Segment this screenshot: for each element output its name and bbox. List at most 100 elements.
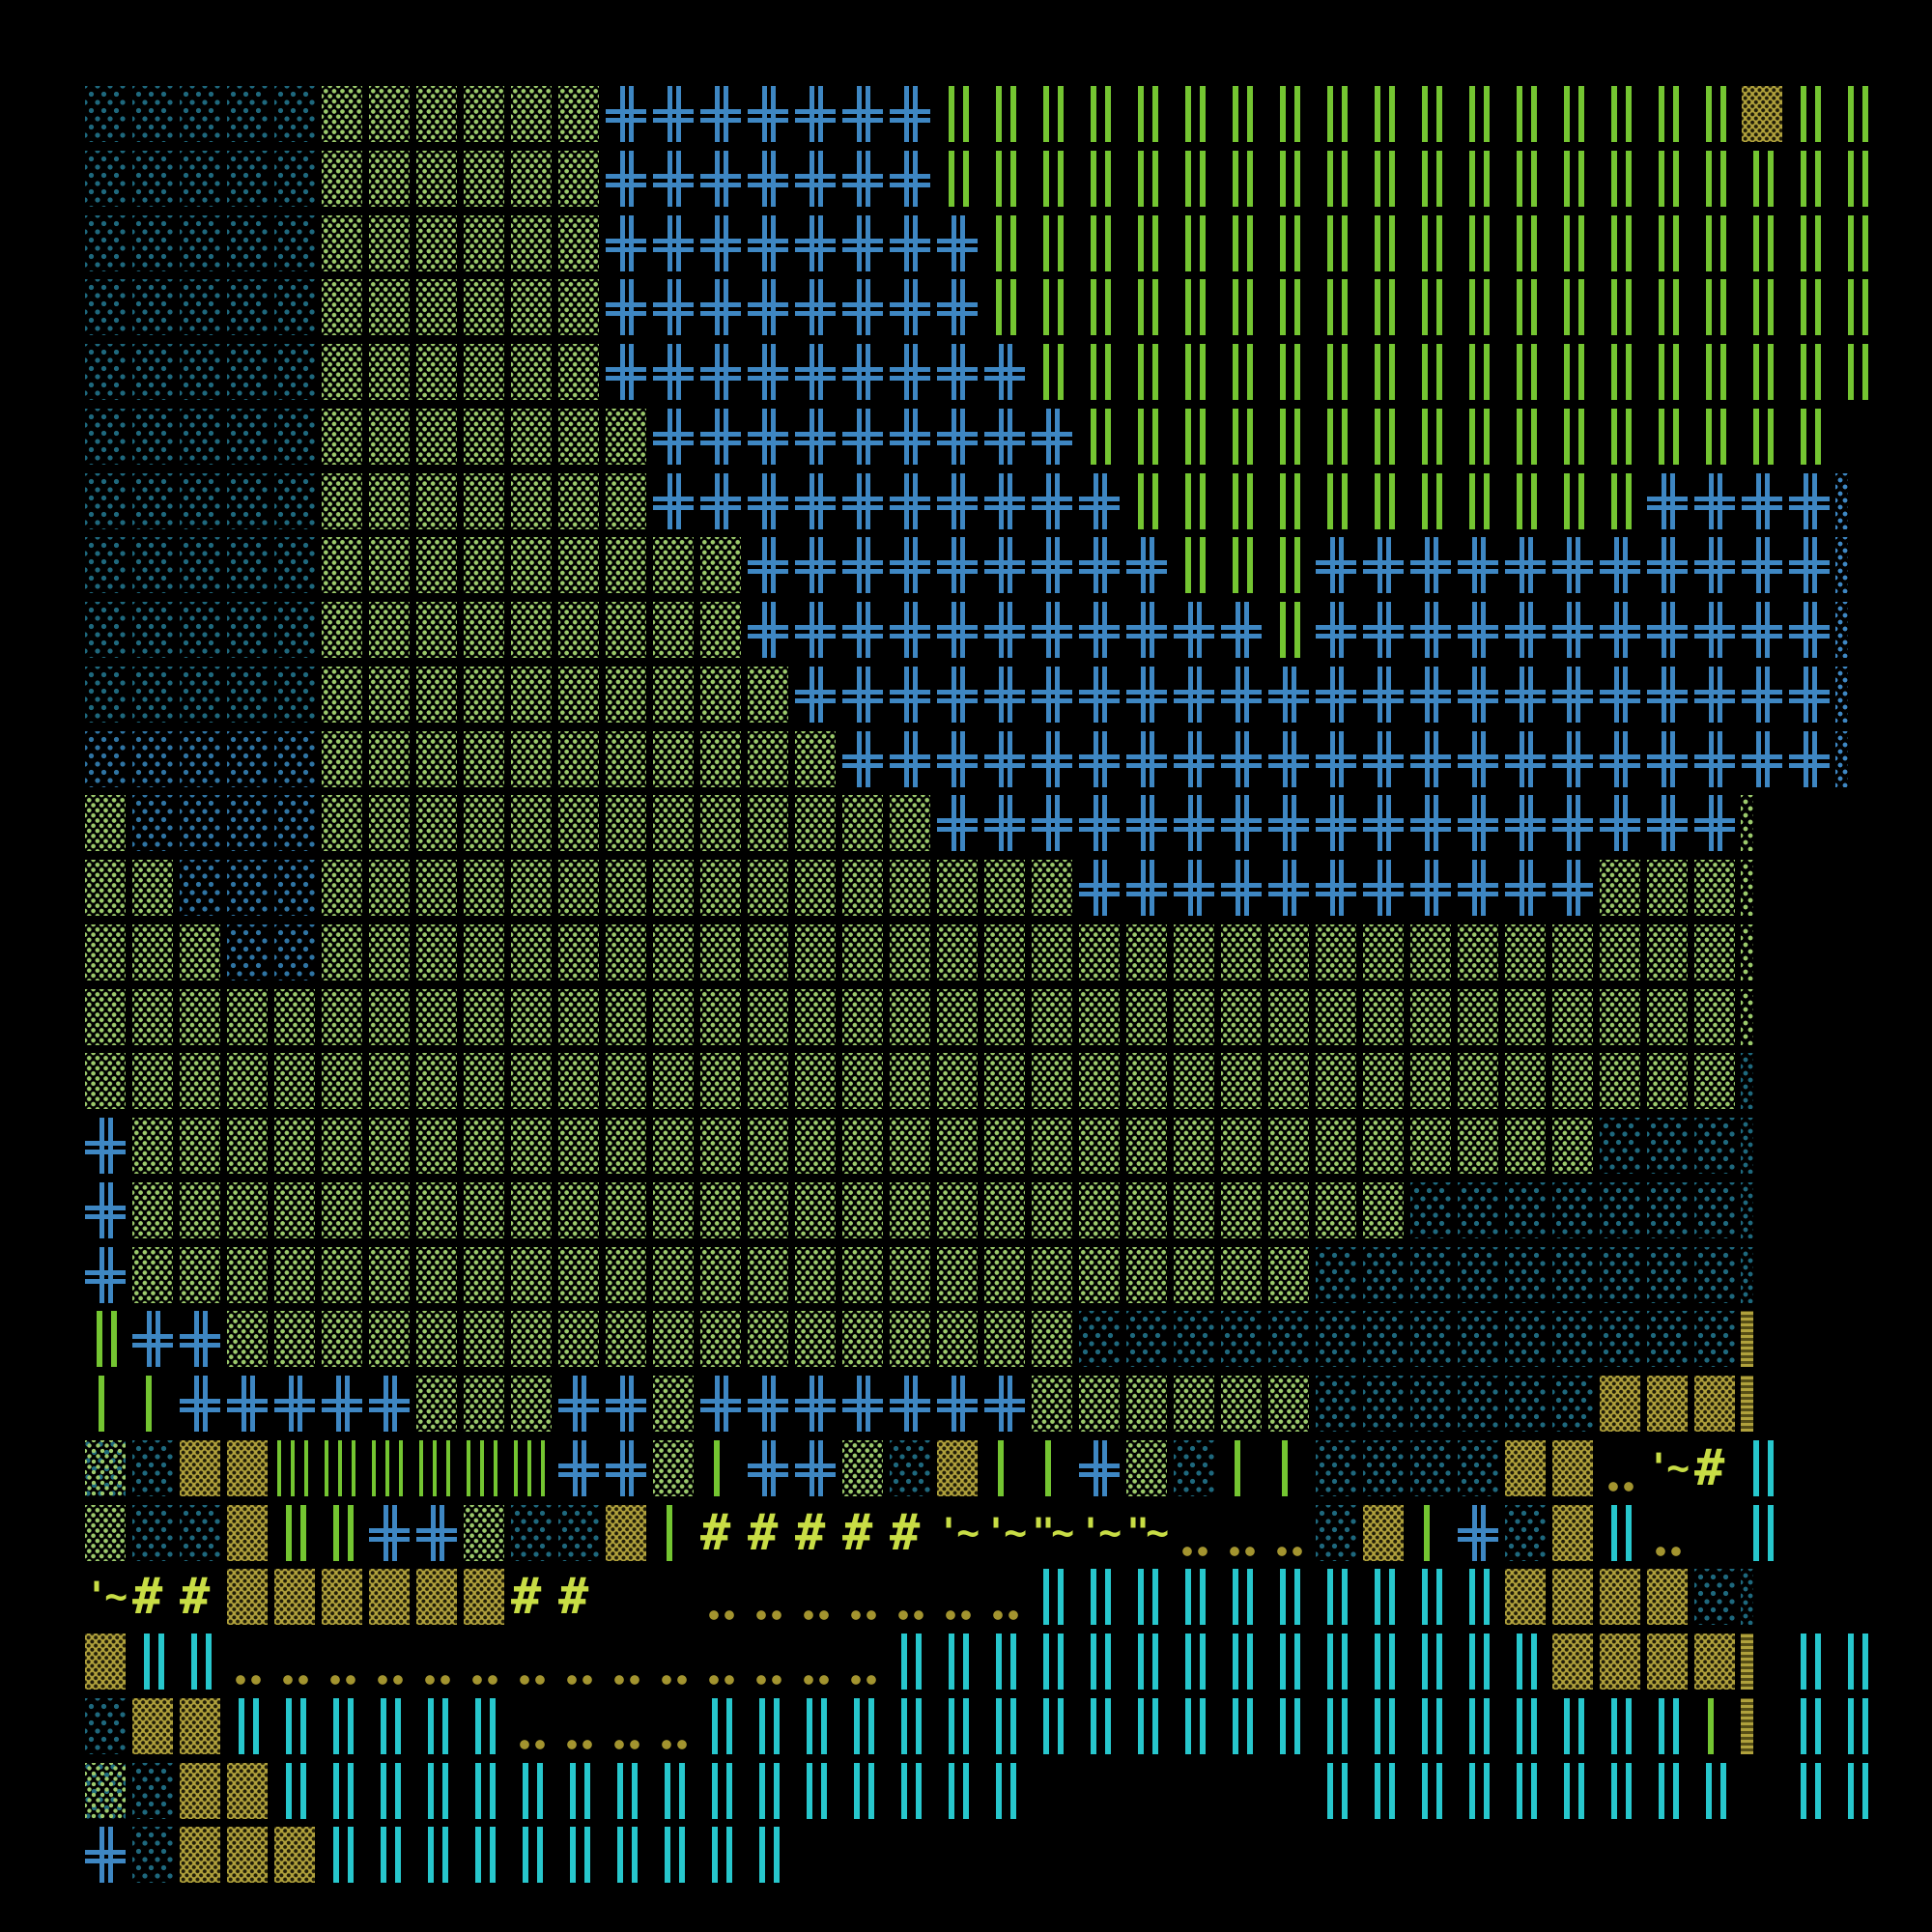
green-shade-block — [650, 791, 697, 856]
green-double-bar-glyph — [1739, 147, 1786, 212]
green-shade-block — [1218, 1372, 1265, 1436]
green-shade-block — [981, 985, 1029, 1050]
teal-shade-block — [1360, 1372, 1407, 1436]
green-double-bar-glyph — [1597, 340, 1644, 405]
teal-shade-block — [224, 533, 271, 598]
teal-shade-block — [1313, 1436, 1360, 1501]
green-shade-block — [461, 82, 508, 147]
green-shade-block — [1076, 921, 1123, 985]
teal-shade-block — [1360, 1436, 1407, 1501]
teal-shade-block — [82, 82, 129, 147]
green-dot-strip — [1739, 856, 1786, 921]
cyan-double-bar-glyph — [1360, 1694, 1407, 1759]
olive-dot-pair — [1644, 1501, 1691, 1566]
green-shade-block — [413, 340, 461, 405]
double-cross-glyph — [1502, 663, 1549, 727]
cyan-double-bar-glyph — [1407, 1694, 1455, 1759]
green-shade-block — [413, 856, 461, 921]
olive-woven-block — [1691, 1372, 1739, 1436]
green-shade-block — [603, 1243, 650, 1308]
double-cross-glyph — [839, 405, 887, 469]
double-cross-glyph — [1455, 1501, 1502, 1566]
cyan-double-bar-glyph — [1833, 1630, 1881, 1694]
green-shade-block — [555, 275, 603, 340]
green-single-bar-glyph — [129, 1372, 177, 1436]
double-cross-glyph — [1265, 856, 1313, 921]
teal-shade-block — [129, 1823, 177, 1888]
olive-dot-pair — [224, 1630, 271, 1694]
double-cross-glyph — [839, 469, 887, 534]
green-shade-block — [697, 1114, 745, 1179]
double-cross-glyph — [1502, 533, 1549, 598]
cyan-double-bar-glyph — [981, 1759, 1029, 1824]
green-shade-block — [792, 1114, 839, 1179]
green-shade-block — [319, 985, 366, 1050]
olive-dot-pair — [319, 1630, 366, 1694]
green-shade-block — [697, 1243, 745, 1308]
cyan-double-bar-glyph — [1313, 1759, 1360, 1824]
teal-shade-block — [224, 275, 271, 340]
olive-dot-pair — [792, 1565, 839, 1630]
green-double-bar-glyph — [1123, 275, 1171, 340]
green-shade-block — [839, 1307, 887, 1372]
double-cross-glyph — [1313, 663, 1360, 727]
green-shade-block — [555, 212, 603, 276]
double-cross-glyph — [1644, 469, 1691, 534]
cyan-double-bar-glyph — [603, 1823, 650, 1888]
green-shade-block — [413, 727, 461, 792]
green-shade-block — [1360, 1114, 1407, 1179]
double-cross-glyph — [603, 1436, 650, 1501]
double-cross-glyph — [1218, 791, 1265, 856]
green-dot-strip — [1739, 985, 1786, 1050]
hash-char: # — [558, 1568, 589, 1627]
double-cross-glyph — [1076, 727, 1123, 792]
cyan-double-bar-glyph — [887, 1630, 934, 1694]
hash-char: # — [1694, 1438, 1725, 1497]
green-shade-block — [1123, 1179, 1171, 1243]
blue-shade-block — [271, 856, 319, 921]
double-cross-glyph — [934, 791, 981, 856]
olive-woven-block — [224, 1501, 271, 1566]
green-shade-block — [603, 469, 650, 534]
olive-woven-block — [1502, 1436, 1549, 1501]
green-double-bar-glyph — [1171, 275, 1218, 340]
double-cross-glyph — [1313, 727, 1360, 792]
green-shade-block — [319, 469, 366, 534]
double-cross-glyph — [745, 1436, 792, 1501]
green-shade-block — [461, 1049, 508, 1114]
green-shade-block — [1218, 985, 1265, 1050]
green-double-bar-glyph — [1833, 212, 1881, 276]
olive-woven-block — [461, 1565, 508, 1630]
cyan-double-bar-glyph — [1171, 1565, 1218, 1630]
green-shade-block — [224, 985, 271, 1050]
teal-shade-block — [1360, 1243, 1407, 1308]
green-double-bar-glyph — [1597, 405, 1644, 469]
green-double-bar-glyph — [1502, 405, 1549, 469]
green-shade-block — [461, 1179, 508, 1243]
green-shade-block — [224, 1049, 271, 1114]
cyan-double-bar-glyph — [1455, 1759, 1502, 1824]
green-shade-block — [1455, 1049, 1502, 1114]
double-cross-glyph — [1597, 533, 1644, 598]
cyan-double-bar-glyph — [366, 1759, 413, 1824]
double-cross-glyph — [650, 340, 697, 405]
green-shade-block — [413, 1114, 461, 1179]
teal-shade-block — [82, 212, 129, 276]
cyan-double-bar-glyph — [650, 1759, 697, 1824]
cyan-double-bar-glyph — [1407, 1565, 1455, 1630]
cyan-double-bar-glyph — [555, 1759, 603, 1824]
green-shade-block — [745, 921, 792, 985]
blue-shade-block — [271, 727, 319, 792]
green-shade-block — [1691, 856, 1739, 921]
green-shade-block — [1218, 921, 1265, 985]
green-single-bar-glyph — [1218, 1436, 1265, 1501]
green-shade-block — [1123, 921, 1171, 985]
teal-shade-block — [1265, 1307, 1313, 1372]
blue-dot-strip — [1833, 727, 1881, 792]
double-cross-glyph — [1029, 663, 1076, 727]
cyan-double-bar-glyph — [745, 1823, 792, 1888]
double-cross-glyph — [981, 405, 1029, 469]
green-double-bar-glyph — [1597, 212, 1644, 276]
olive-woven-block — [1597, 1630, 1644, 1694]
cyan-double-bar-glyph — [1313, 1565, 1360, 1630]
